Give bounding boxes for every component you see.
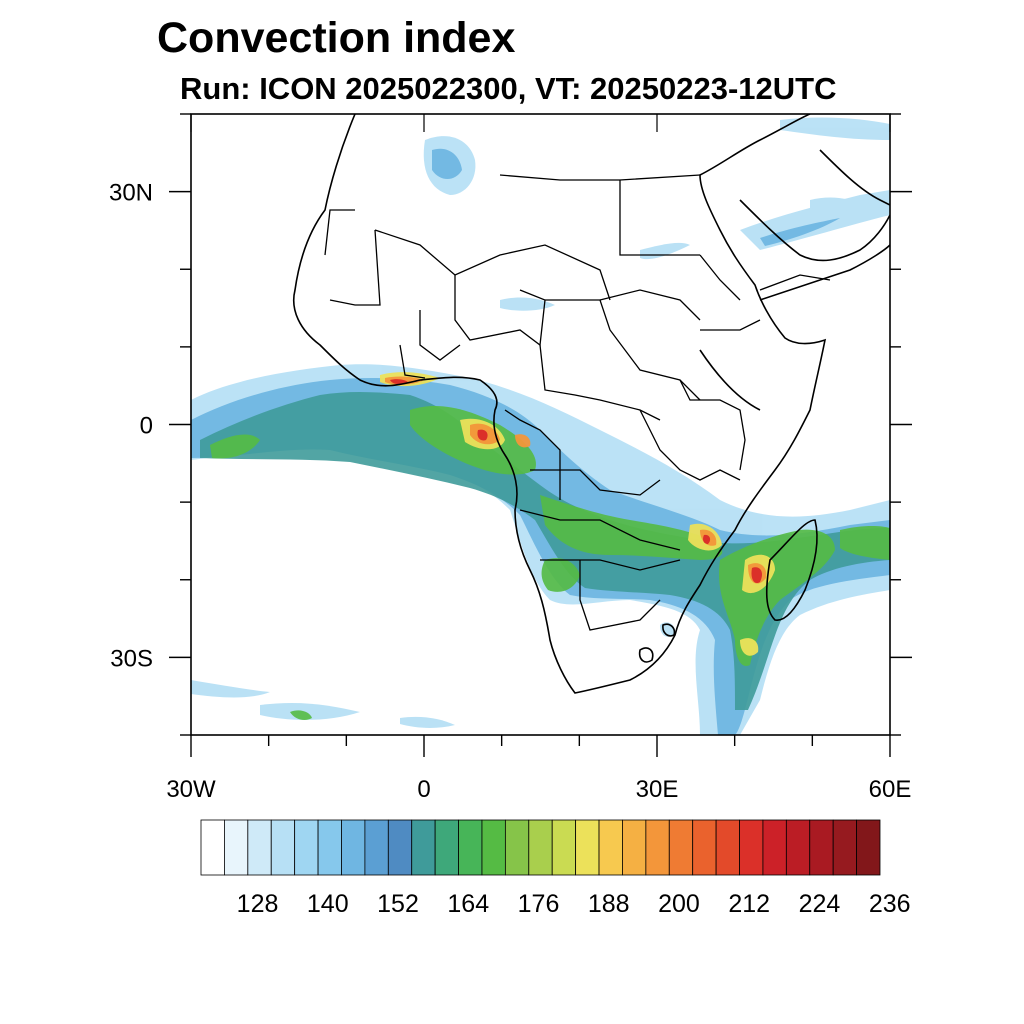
colorbar-swatch (364, 819, 389, 876)
colorbar-swatch (668, 819, 694, 876)
chart-subtitle: Run: ICON 2025022300, VT: 20250223-12UTC (180, 71, 837, 106)
colorbar-swatch (317, 819, 342, 876)
colorbar-swatch (504, 819, 530, 876)
colorbar-swatch (575, 819, 600, 876)
colorbar-swatch (622, 819, 647, 876)
country-borders (324, 174, 831, 631)
colorbar-label: 200 (658, 890, 700, 918)
colorbar-label: 236 (869, 890, 911, 918)
colorbar-swatch (294, 819, 319, 876)
colorbar: 128 140 152 164 176 188 200 212 224 236 (200, 819, 911, 918)
colorbar-swatch (692, 819, 717, 876)
lon-tick-label: 0 (417, 776, 430, 803)
colorbar-swatch (224, 819, 249, 876)
colorbar-swatch (832, 819, 857, 876)
colorbar-label: 212 (728, 890, 770, 918)
lon-tick-label: 30E (636, 776, 679, 803)
lon-tick-label: 60E (869, 776, 912, 803)
colorbar-label: 140 (307, 890, 349, 918)
colorbar-swatch (481, 819, 506, 876)
coastlines (293, 114, 890, 694)
colorbar-swatch (645, 819, 670, 876)
colorbar-swatch (411, 819, 436, 876)
colorbar-swatch (809, 819, 834, 876)
colorbar-swatch (200, 819, 225, 876)
colorbar-swatch (739, 819, 764, 876)
colorbar-swatch (341, 819, 366, 876)
colorbar-swatch (856, 819, 881, 876)
colorbar-label: 164 (447, 890, 489, 918)
lat-tick-label: 30N (109, 180, 153, 207)
chart-title: Convection index (157, 14, 516, 62)
colorbar-swatch (458, 819, 483, 876)
colorbar-label: 152 (377, 890, 419, 918)
colorbar-swatch (434, 819, 459, 876)
lat-tick-label: 30S (110, 645, 153, 672)
colorbar-label: 188 (588, 890, 630, 918)
lat-tick-label: 0 (140, 413, 153, 440)
colorbar-label: 176 (518, 890, 560, 918)
colorbar-swatch (715, 819, 740, 876)
colorbar-swatch (598, 819, 623, 876)
convection-field (191, 117, 890, 735)
colorbar-swatch (270, 819, 296, 876)
colorbar-label: 128 (237, 890, 279, 918)
colorbar-swatch (785, 819, 811, 876)
colorbar-swatch (387, 819, 413, 876)
colorbar-label: 224 (799, 890, 841, 918)
lon-tick-label: 30W (166, 776, 216, 803)
colorbar-swatch (247, 819, 272, 876)
colorbar-swatch (528, 819, 553, 876)
colorbar-swatch (551, 819, 577, 876)
axis-ticks: 30N 0 30S 30W 0 30E 60E (109, 113, 912, 803)
colorbar-swatch (762, 819, 787, 876)
